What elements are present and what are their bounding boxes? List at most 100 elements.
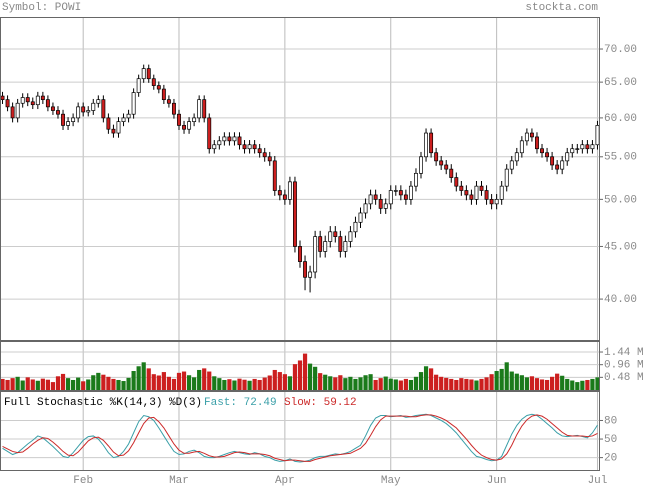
volume-bar xyxy=(368,374,373,390)
volume-bar xyxy=(302,353,308,390)
legend-slow-name: Slow: xyxy=(284,397,317,409)
stochastic-frame xyxy=(0,391,600,471)
legend-slow: Slow: 59.12 xyxy=(284,397,357,409)
candle-body xyxy=(570,148,575,154)
candle-body xyxy=(66,121,71,126)
y-tick-label: 1.44 M xyxy=(604,347,644,359)
volume-bar xyxy=(373,379,378,390)
legend-slow-value: 59.12 xyxy=(324,397,357,409)
volume-bar xyxy=(590,378,595,390)
candle-body xyxy=(247,144,252,150)
x-tick-label: Jun xyxy=(487,475,507,486)
volume-bar xyxy=(454,379,459,390)
volume-bar xyxy=(529,376,535,390)
candle-body xyxy=(25,97,30,103)
candle-body xyxy=(373,194,378,200)
volume-bar xyxy=(10,378,15,390)
candle-body xyxy=(202,99,207,119)
volume-bar xyxy=(474,380,479,390)
candle-body xyxy=(353,221,358,233)
volume-bar xyxy=(434,374,439,390)
candle-body xyxy=(449,168,454,178)
y-tick-label: 45.00 xyxy=(604,241,637,253)
candle-body xyxy=(171,102,176,115)
volume-bar xyxy=(277,372,282,390)
volume-bar xyxy=(378,378,383,390)
volume-bar xyxy=(560,375,565,390)
volume-bar xyxy=(353,378,358,390)
candle-body xyxy=(222,136,227,142)
volume-bar xyxy=(509,371,514,390)
candle-body xyxy=(383,203,388,209)
candle-body xyxy=(50,106,55,111)
candle-body xyxy=(96,99,101,104)
candle-body xyxy=(585,144,590,150)
plot-layer: Feb Mar Apr May Jun Jul 40.00 45.00 50.00 55.00 60… xyxy=(0,18,644,486)
volume-bar xyxy=(247,380,252,390)
y-tick-label: 70.00 xyxy=(604,44,637,56)
candle-body xyxy=(363,203,368,214)
volume-bar xyxy=(297,360,303,390)
candle-body xyxy=(192,117,197,122)
volume-frame xyxy=(0,341,600,391)
candle-body xyxy=(484,190,489,200)
candle-body xyxy=(424,132,429,158)
x-tick-label: Jul xyxy=(588,475,608,486)
volume-bar xyxy=(565,378,570,390)
candle-body xyxy=(454,177,459,187)
candle-body xyxy=(333,231,338,237)
volume-bar xyxy=(131,371,136,390)
candle-body xyxy=(444,164,449,170)
candle-body xyxy=(434,152,439,162)
candle-body xyxy=(388,190,393,205)
candle-body xyxy=(494,199,499,205)
volume-bar xyxy=(146,368,151,390)
volume-bar xyxy=(423,366,429,390)
candle-body xyxy=(308,271,313,278)
candle-body xyxy=(40,95,45,101)
volume-bar xyxy=(242,379,247,390)
candle-body xyxy=(575,148,580,150)
site-label: stockta.com xyxy=(525,2,598,14)
candle-body xyxy=(323,241,328,252)
candle-body xyxy=(141,68,146,80)
candle-body xyxy=(524,132,529,142)
candle-body xyxy=(378,199,383,209)
candle-body xyxy=(151,78,156,86)
volume-bar xyxy=(45,379,50,390)
volume-bar xyxy=(212,376,217,390)
volume-bar xyxy=(151,374,156,390)
candle-body xyxy=(136,78,141,93)
candle-body xyxy=(76,106,81,119)
candle-body xyxy=(111,128,116,134)
volume-bar xyxy=(333,377,338,390)
stochastic-line xyxy=(2,413,598,463)
legend-fast: Fast: 72.49 xyxy=(204,397,277,409)
volume-bar xyxy=(575,382,580,390)
candle-body xyxy=(419,156,423,174)
candle-body xyxy=(116,121,121,134)
volume-bar xyxy=(0,378,5,390)
candle-body xyxy=(529,132,534,138)
candle-body xyxy=(0,95,5,101)
y-tick-label: 80 xyxy=(604,415,617,427)
volume-bar xyxy=(418,372,424,390)
volume-bar xyxy=(292,364,298,390)
volume-bar xyxy=(237,378,242,390)
candle-body xyxy=(535,136,539,150)
volume-bar xyxy=(338,375,343,390)
volume-bar xyxy=(287,376,293,390)
candle-body xyxy=(121,117,126,122)
volume-bar xyxy=(358,377,363,390)
volume-bar xyxy=(464,378,469,390)
candle-body xyxy=(156,85,161,90)
stochastic-title: Full Stochastic %K(14,3) %D(3) xyxy=(4,397,202,409)
candle-body xyxy=(212,144,217,150)
volume-bar xyxy=(413,376,419,390)
candle-body xyxy=(348,231,353,242)
volume-bar xyxy=(111,378,116,390)
volume-bar xyxy=(439,376,444,390)
volume-bar xyxy=(469,379,474,390)
volume-bar xyxy=(524,377,529,390)
